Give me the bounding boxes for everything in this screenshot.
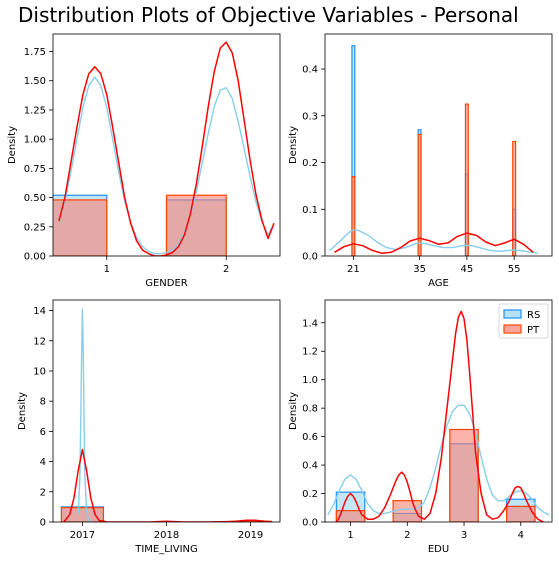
x-axis-label: EDU <box>428 544 449 555</box>
x-axis-label: TIME_LIVING <box>134 544 198 555</box>
kde-line-rs <box>77 308 92 522</box>
y-tick-label: 0.2 <box>302 158 318 169</box>
x-tick-label: 2018 <box>154 530 179 541</box>
x-axis-label: AGE <box>428 278 449 289</box>
plot-area <box>329 45 538 256</box>
y-tick-label: 0 <box>40 518 46 529</box>
axes-frame <box>324 33 553 257</box>
x-tick-label: 45 <box>461 264 474 275</box>
x-tick-label: 2 <box>223 264 229 275</box>
legend-label-rs: RS <box>527 310 540 321</box>
y-tick-label: 10 <box>33 366 46 377</box>
kde-line-pt <box>58 41 275 256</box>
y-axis-label: Density <box>288 392 299 430</box>
legend-label-pt: PT <box>527 325 540 336</box>
x-tick-label: 2017 <box>70 530 95 541</box>
axes-frame <box>324 299 553 523</box>
legend-swatch-pt <box>503 324 522 334</box>
bar-pt-2 <box>449 428 479 522</box>
y-tick-label: 0.8 <box>302 404 318 415</box>
plot-area <box>53 41 275 256</box>
x-tick-label: 55 <box>508 264 521 275</box>
y-tick-label: 0.50 <box>24 193 46 204</box>
plot-area <box>327 310 550 522</box>
y-tick-label: 6 <box>40 427 46 438</box>
kde-line-rs <box>329 229 538 254</box>
panel-edu: 1 2 3 4 0.0 0.2 0.4 0.6 0.8 1.0 1.2 1.4 EDU Density RS… <box>288 299 553 555</box>
bar-rs-0 <box>351 45 356 256</box>
y-tick-label: 12 <box>33 336 46 347</box>
x-tick-label: 35 <box>413 264 426 275</box>
y-tick-label: 1.0 <box>302 375 318 386</box>
kde-line-rs <box>58 76 275 255</box>
y-axis-label: Density <box>17 392 28 430</box>
y-tick-label: 0.4 <box>302 65 318 76</box>
x-tick-label: 21 <box>347 264 360 275</box>
x-tick-label: 1 <box>347 530 353 541</box>
x-tick-label: 4 <box>518 530 524 541</box>
kde-line-pt <box>335 310 544 522</box>
kde-line-pt <box>334 232 534 254</box>
y-tick-label: 0.0 <box>302 518 318 529</box>
kde-line-pt <box>63 448 272 522</box>
figure-title: Distribution Plots of Objective Variable… <box>18 3 519 27</box>
y-tick-label: 0.0 <box>302 252 318 263</box>
x-tick-label: 2019 <box>238 530 263 541</box>
y-tick-label: 0.75 <box>24 164 46 175</box>
panel-age: 21 35 45 55 0.0 0.1 0.2 0.3 0.4 AGE Density <box>288 33 553 289</box>
y-axis-label: Density <box>7 126 18 164</box>
panel-time_living: 2017 2018 2019 0 2 4 6 8 10 12 14 TIME_LIVING Densit… <box>17 299 281 555</box>
bar-pt-1 <box>392 500 423 522</box>
axes-frame <box>52 33 281 257</box>
bar-pt-1 <box>417 133 422 256</box>
x-axis-label: GENDER <box>145 278 188 289</box>
panel-gender: 1 2 0.00 0.25 0.50 0.75 1.00 1.25 1.50 1.75 GENDER… <box>7 33 281 289</box>
y-axis-label: Density <box>288 126 299 164</box>
y-tick-label: 1.2 <box>302 347 318 358</box>
bar-pt-3 <box>512 140 517 256</box>
x-tick-label: 2 <box>404 530 410 541</box>
y-tick-label: 0.6 <box>302 432 318 443</box>
x-tick-label: 3 <box>461 530 467 541</box>
y-tick-label: 2 <box>40 487 46 498</box>
y-tick-label: 8 <box>40 397 46 408</box>
x-tick-label: 1 <box>104 264 110 275</box>
legend: RS PT <box>498 303 549 339</box>
y-tick-label: 0.2 <box>302 489 318 500</box>
y-tick-label: 14 <box>33 306 46 317</box>
y-tick-label: 1.75 <box>24 47 46 58</box>
y-tick-label: 1.00 <box>24 135 46 146</box>
y-tick-label: 0.00 <box>24 252 46 263</box>
y-tick-label: 0.25 <box>24 222 46 233</box>
y-tick-label: 0.1 <box>302 205 318 216</box>
y-tick-label: 4 <box>40 457 46 468</box>
bar-pt-0 <box>53 199 108 256</box>
y-tick-label: 1.25 <box>24 105 46 116</box>
plot-area <box>60 308 273 522</box>
bar-pt-0 <box>60 507 105 522</box>
axes-frame <box>52 299 281 523</box>
y-tick-label: 0.3 <box>302 111 318 122</box>
y-tick-label: 1.4 <box>302 318 318 329</box>
y-tick-label: 0.4 <box>302 461 318 472</box>
y-tick-label: 1.50 <box>24 76 46 87</box>
legend-swatch-rs <box>503 309 522 319</box>
bar-pt-3 <box>506 505 536 522</box>
